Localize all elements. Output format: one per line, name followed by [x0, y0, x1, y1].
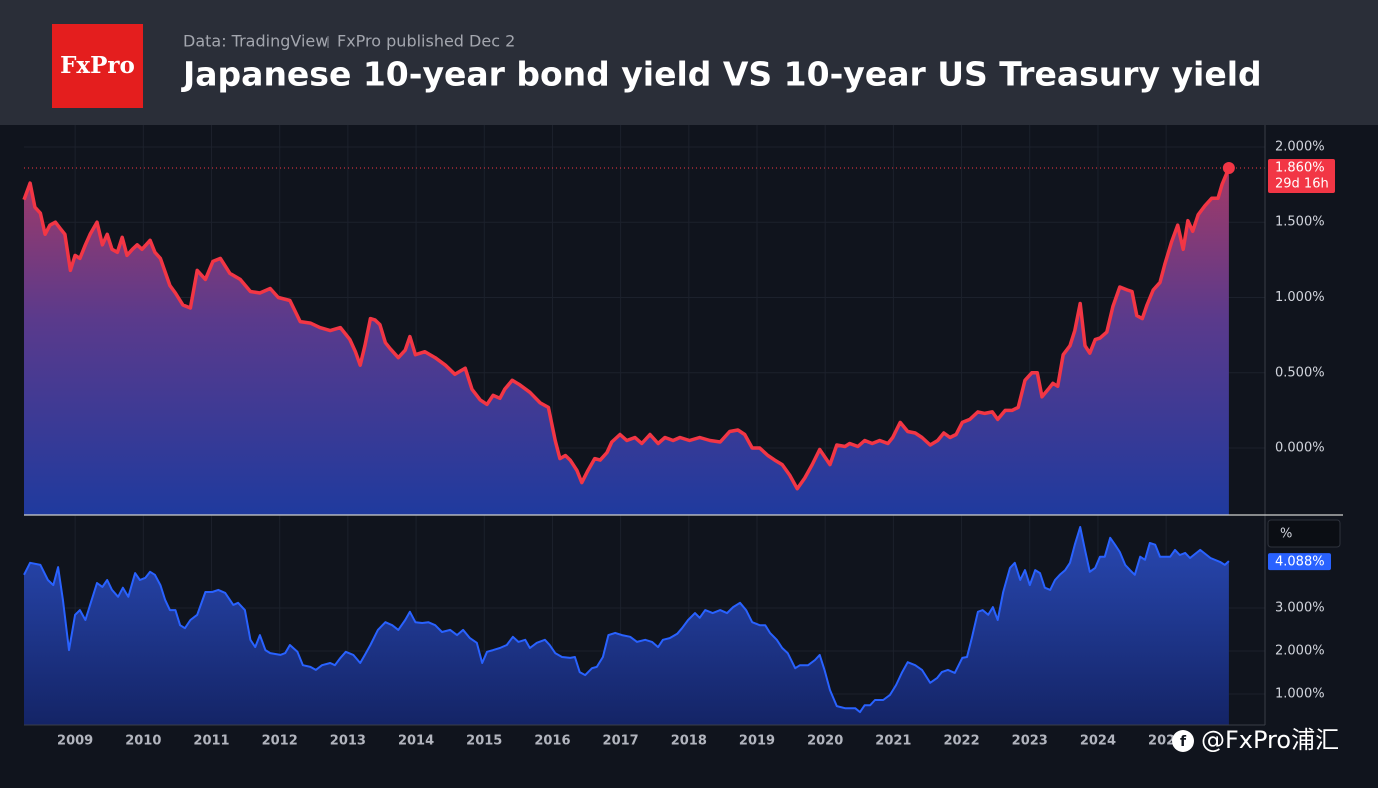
area-fill	[24, 527, 1229, 725]
x-tick-label: 2012	[262, 734, 298, 749]
x-tick-label: 2009	[57, 734, 93, 749]
labels: 2009 2010 2011 2012 2013 2014 2015 2016 2017 2018…	[57, 139, 1341, 749]
y-tick-label: 1.000%	[1275, 687, 1325, 702]
y-tick-label: 1.000%	[1275, 290, 1325, 305]
last-value-label: 1.860%	[1275, 161, 1325, 176]
watermark-icon	[1172, 730, 1194, 752]
y-tick-label: 0.000%	[1275, 441, 1325, 456]
y-tick-label: 1.500%	[1275, 215, 1325, 230]
last-value-box	[1268, 159, 1335, 194]
plot	[22, 125, 1265, 725]
x-tick-label: 2010	[125, 734, 161, 749]
x-tick-label: 2015	[466, 734, 502, 749]
x-tick-label: 2014	[398, 734, 434, 749]
y-tick-label: 2.000%	[1275, 139, 1325, 154]
logo: FxPro	[60, 52, 135, 79]
x-tick-label: 2024	[1080, 734, 1116, 749]
x-tick-label: 2011	[193, 734, 229, 749]
x-tick-label: 2018	[671, 734, 707, 749]
y-tick-label: 3.000%	[1275, 600, 1325, 615]
last-value-label: 4.088%	[1275, 555, 1325, 570]
published: FxPro published Dec 2	[337, 32, 515, 51]
header-bar	[0, 0, 1378, 125]
last-point	[1222, 162, 1235, 175]
logo-box	[52, 24, 143, 108]
x-tick-label: 2019	[739, 734, 775, 749]
countdown: 29d 16h	[1275, 177, 1329, 192]
x-tick-label: 2022	[943, 734, 979, 749]
chart-title: Japanese 10-year bond yield VS 10-year U…	[181, 55, 1262, 94]
x-tick-label: 2013	[330, 734, 366, 749]
y-tick-label: 0.500%	[1275, 365, 1325, 380]
x-tick-label: 2016	[534, 734, 570, 749]
unit-label: %	[1280, 527, 1292, 542]
watermark: @FxPro浦汇	[1201, 726, 1339, 754]
line	[23, 526, 1230, 714]
area-fill	[24, 168, 1229, 515]
x-tick-label: 2017	[603, 734, 639, 749]
source: Data: TradingView	[183, 32, 328, 51]
line	[22, 167, 1231, 491]
unit-box	[1267, 519, 1341, 548]
last-value-box	[1268, 553, 1331, 571]
x-tick-label: 2021	[875, 734, 911, 749]
y-tick-label: 2.000%	[1275, 643, 1325, 658]
x-tick-label: 2020	[807, 734, 843, 749]
x-tick-label: 2023	[1012, 734, 1048, 749]
watermark-icon-glyph: f	[1180, 734, 1187, 750]
